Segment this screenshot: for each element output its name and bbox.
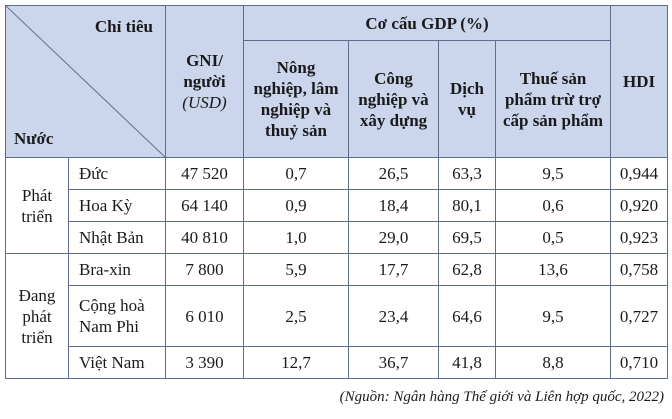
value-cell: 0,5 (494, 221, 612, 254)
gdp-header: Thuế sản phẩm trừ trợ cấp sản phẩm (494, 40, 612, 158)
value-cell: 5,9 (243, 253, 349, 286)
value-cell: 13,6 (494, 253, 612, 286)
row-label: Nước (14, 129, 54, 148)
table-row: Việt Nam 3 390 12,7 36,7 41,8 8,8 0,710 (6, 346, 669, 379)
value-cell: 9,5 (494, 157, 612, 190)
value-cell: 41,8 (438, 346, 496, 379)
value-cell: 23,4 (348, 285, 439, 347)
gdp-group-header: Cơ cấu GDP (%) (242, 5, 612, 41)
value-cell: 0,920 (610, 189, 669, 222)
gdp-header: Dịch vụ (438, 40, 496, 158)
country-cell: Việt Nam (68, 346, 166, 379)
value-cell: 47 520 (165, 157, 244, 190)
table-row: Nhật Bản 40 810 1,0 29,0 69,5 0,5 0,923 (6, 221, 669, 254)
table-row: Hoa Kỳ 64 140 0,9 18,4 80,1 0,6 0,920 (6, 189, 669, 222)
value-cell: 29,0 (348, 221, 439, 254)
value-cell: 0,6 (494, 189, 612, 222)
gni-label: GNI/ người (183, 51, 226, 91)
country-cell: Cộng hoà Nam Phi (68, 285, 166, 347)
value-cell: 1,0 (243, 221, 349, 254)
gni-header: GNI/ người (USD) (165, 5, 244, 158)
group-cell: Phát triển (5, 157, 69, 254)
column-label: Chỉ tiêu (94, 17, 153, 36)
corner-cell: Chỉ tiêu Nước (5, 5, 166, 158)
gdp-header: Nông nghiệp, lâm nghiệp và thuỷ sản (243, 40, 349, 158)
value-cell: 0,923 (610, 221, 669, 254)
value-cell: 9,5 (494, 285, 612, 347)
country-cell: Hoa Kỳ (68, 189, 166, 222)
value-cell: 17,7 (348, 253, 439, 286)
value-cell: 2,5 (243, 285, 349, 347)
table-row: Phát triển Đức 47 520 0,7 26,5 63,3 9,5 0,944 (5, 157, 669, 254)
value-cell: 0,944 (610, 157, 669, 190)
table-row: Đang phát triển Bra-xin 7 800 5,9 17,7 62,8 13… (5, 253, 669, 379)
value-cell: 6 010 (165, 285, 244, 347)
source-note: (Nguồn: Ngân hàng Thế giới và Liên hợp q… (339, 389, 664, 405)
value-cell: 40 810 (165, 221, 244, 254)
value-cell: 26,5 (348, 157, 439, 190)
value-cell: 64,6 (438, 285, 496, 347)
data-table: Chỉ tiêu Nước GNI/ người (USD) Cơ cấu GDP… (5, 5, 669, 379)
country-cell: Bra-xin (68, 253, 166, 286)
value-cell: 62,8 (438, 253, 496, 286)
value-cell: 0,727 (610, 285, 669, 347)
gdp-header: Công nghiệp và xây dựng (348, 40, 439, 158)
value-cell: 80,1 (438, 189, 496, 222)
value-cell: 3 390 (165, 346, 244, 379)
country-cell: Nhật Bản (68, 221, 166, 254)
value-cell: 8,8 (494, 346, 612, 379)
value-cell: 7 800 (165, 253, 244, 286)
table-body: Phát triển Đức 47 520 0,7 26,5 63,3 9,5 0,944 Ho… (5, 157, 669, 379)
gni-unit: (USD) (182, 93, 227, 112)
diagonal (6, 6, 165, 157)
table-row: Cộng hoà Nam Phi 6 010 2,5 23,4 64,6 9,5 0,727 (6, 285, 669, 347)
value-cell: 12,7 (243, 346, 349, 379)
value-cell: 63,3 (438, 157, 496, 190)
group-cell: Đang phát triển (5, 253, 69, 379)
hdi-header: HDI (610, 5, 669, 158)
value-cell: 64 140 (165, 189, 244, 222)
value-cell: 0,9 (243, 189, 349, 222)
value-cell: 36,7 (348, 346, 439, 379)
country-cell: Đức (68, 157, 166, 190)
value-cell: 18,4 (348, 189, 439, 222)
value-cell: 0,7 (243, 157, 349, 190)
value-cell: 69,5 (438, 221, 496, 254)
value-cell: 0,758 (610, 253, 669, 286)
value-cell: 0,710 (610, 346, 669, 379)
